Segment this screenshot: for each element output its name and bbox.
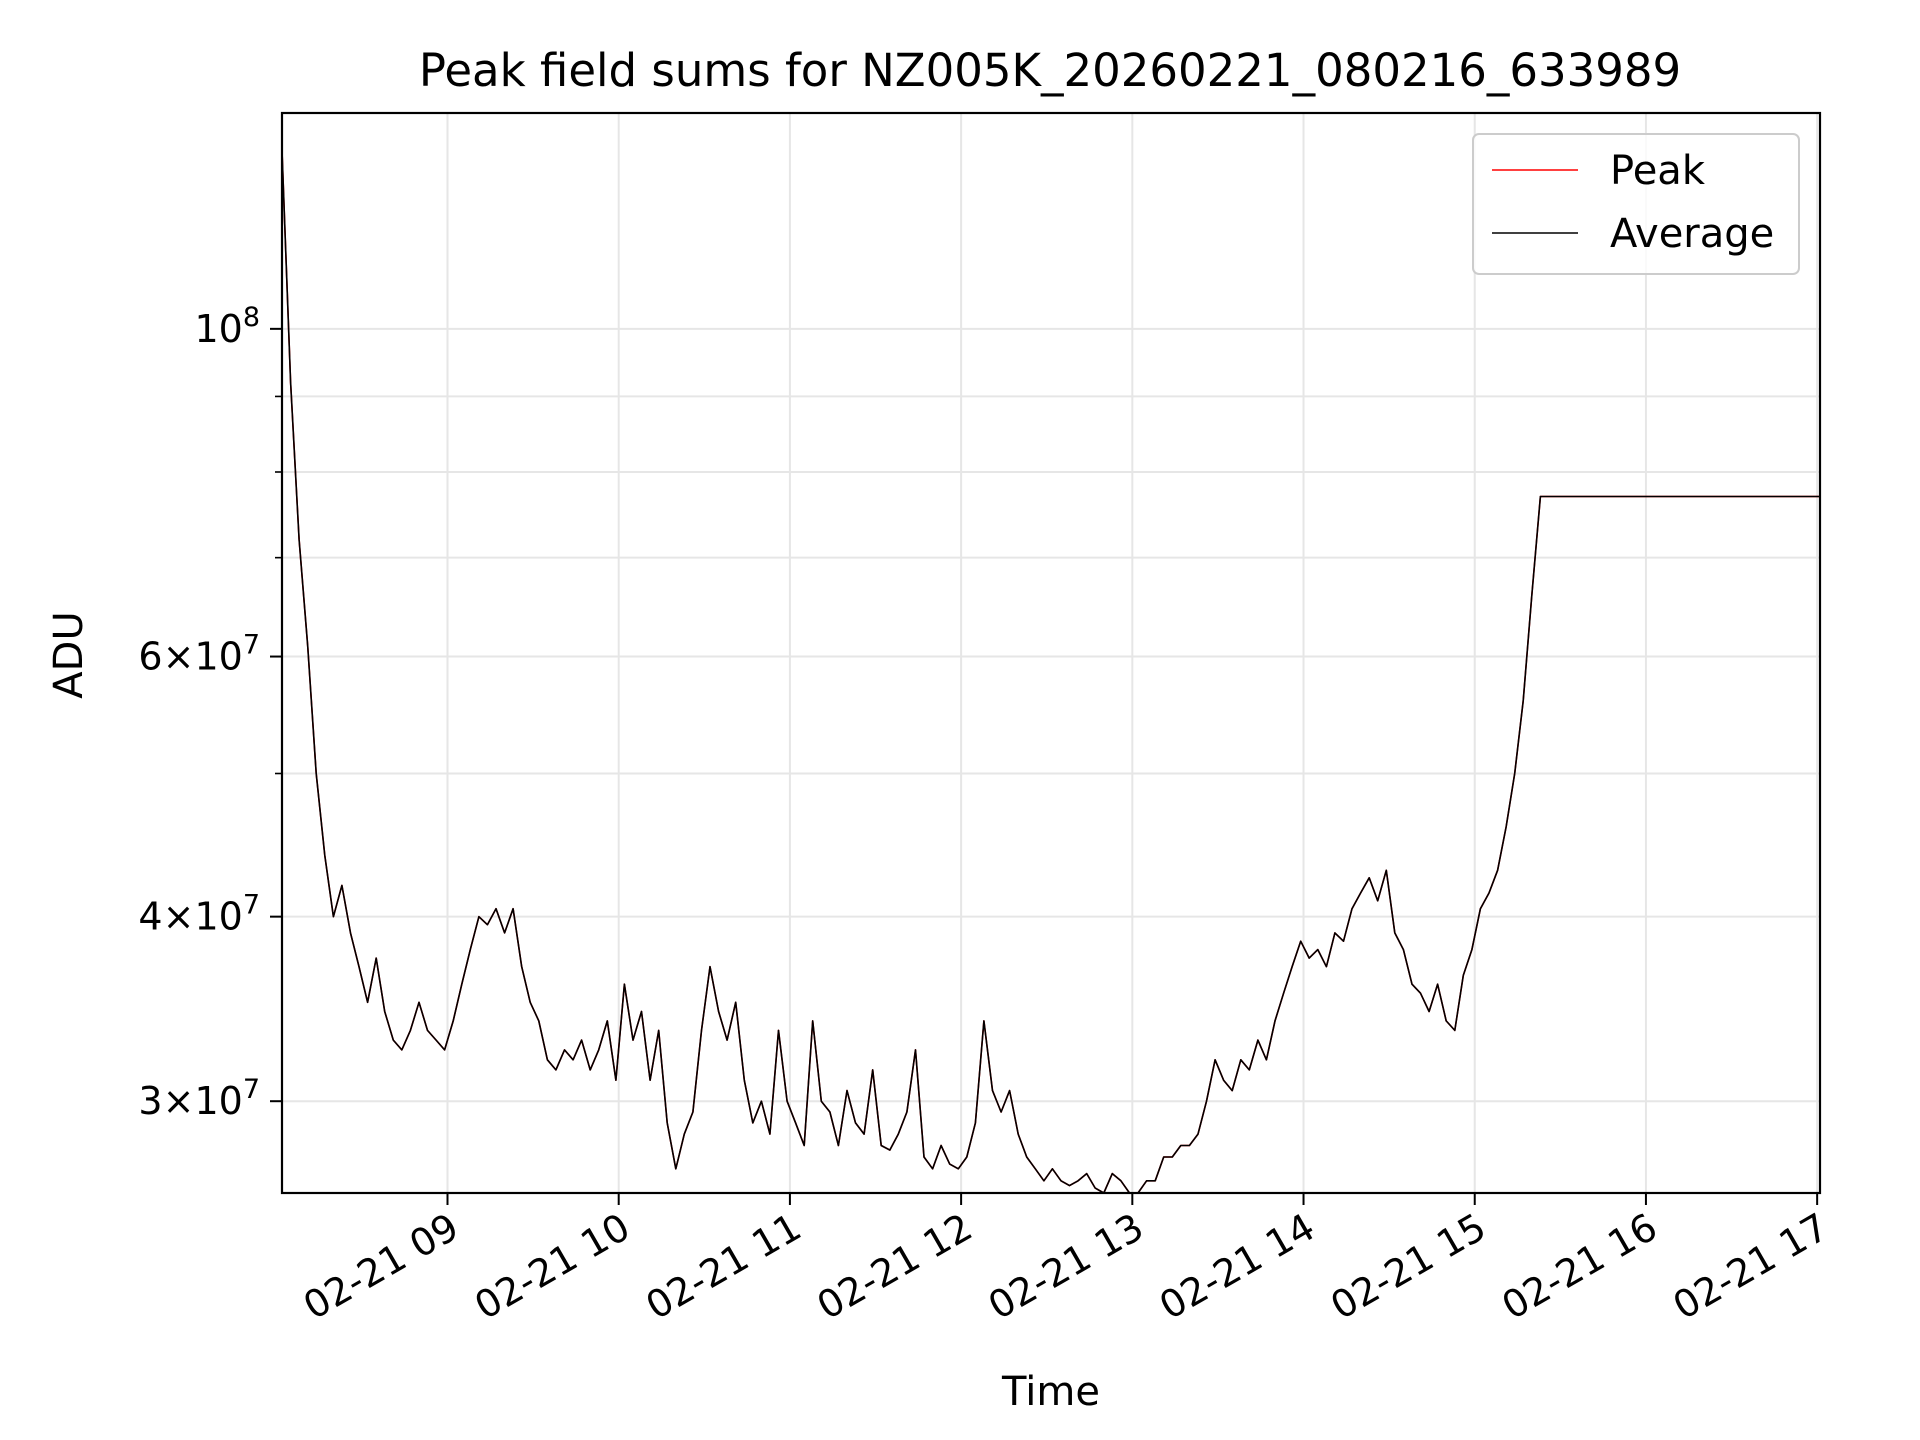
chart-title: Peak field sums for NZ005K_20260221_0802… (419, 44, 1681, 97)
y-tick-label: 3×107 (138, 1074, 260, 1123)
y-tick-label: 4×107 (138, 890, 260, 939)
y-axis-label: ADU (46, 611, 92, 698)
series-line-average (281, 150, 1820, 1194)
y-axis: 108 6×107 4×107 3×107 (138, 302, 282, 1123)
y-tick-label: 108 (194, 302, 260, 351)
grid-lines (282, 113, 1820, 1193)
legend-label-average: Average (1610, 211, 1774, 257)
legend-label-peak: Peak (1610, 148, 1706, 194)
y-tick-label: 6×107 (138, 630, 260, 679)
legend-box (1472, 133, 1800, 275)
x-axis-label: Time (1001, 1369, 1100, 1415)
plot-frame (280, 111, 1822, 1195)
legend: Peak Average (1472, 133, 1800, 275)
series-layer (281, 150, 1820, 1194)
